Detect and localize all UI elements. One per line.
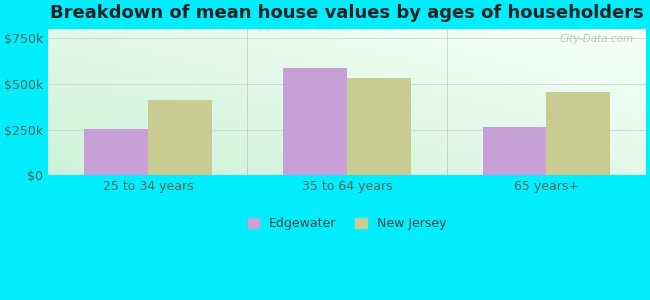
Title: Breakdown of mean house values by ages of householders: Breakdown of mean house values by ages o…: [50, 4, 644, 22]
Bar: [148, 100, 212, 175]
Bar: [482, 127, 546, 175]
Bar: [283, 68, 347, 175]
Bar: [347, 79, 411, 175]
Legend: Edgewater, New Jersey: Edgewater, New Jersey: [248, 217, 446, 230]
Text: City-Data.com: City-Data.com: [560, 34, 634, 44]
Bar: [84, 129, 148, 175]
Bar: [546, 92, 610, 175]
